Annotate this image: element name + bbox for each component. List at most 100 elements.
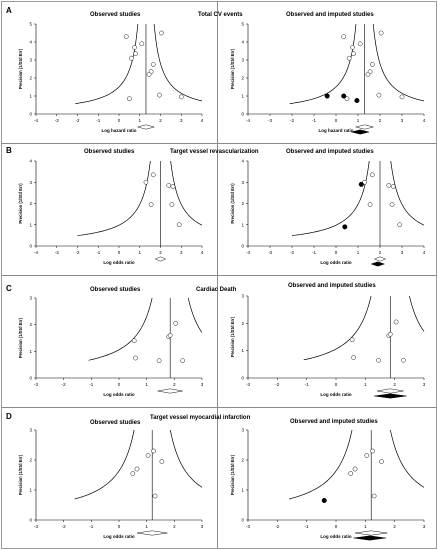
imputed-study-point bbox=[354, 97, 360, 104]
y-tick-label: 3 bbox=[29, 58, 32, 63]
x-tick-label: 2 bbox=[173, 524, 176, 529]
funnel-right-curve bbox=[409, 295, 425, 332]
observed-study-point bbox=[344, 96, 350, 102]
y-tick-label: 3 bbox=[241, 428, 244, 433]
x-tick-label: 3 bbox=[180, 118, 183, 123]
observed-study-point bbox=[159, 459, 165, 464]
section-divider bbox=[1, 275, 437, 276]
y-tick-label: 0 bbox=[29, 376, 32, 381]
observed-study-point bbox=[148, 202, 154, 207]
observed-study-point bbox=[341, 34, 347, 39]
panel-title-a-left: Observed studies bbox=[90, 12, 141, 18]
observed-study-point bbox=[156, 358, 162, 363]
x-tick-label: -2 bbox=[75, 118, 79, 123]
x-tick-label: -1 bbox=[89, 524, 93, 529]
x-tick-label: -2 bbox=[62, 524, 66, 529]
panel-title-d-right: Observed and imputed studies bbox=[290, 419, 378, 425]
observed-study-point bbox=[351, 51, 356, 57]
y-tick-label: 0 bbox=[29, 518, 32, 523]
panel-title-d-left: Observed studies bbox=[90, 420, 141, 426]
x-tick-label: -2 bbox=[62, 382, 66, 387]
x-tick-label: -3 bbox=[55, 118, 59, 123]
imputed-pooled-diamond bbox=[353, 535, 386, 541]
observed-study-point bbox=[364, 453, 370, 458]
section-letter-b: B bbox=[6, 146, 12, 155]
observed-study-point bbox=[401, 357, 406, 363]
observed-study-point bbox=[123, 34, 129, 39]
x-tick-label: -4 bbox=[246, 250, 250, 255]
x-tick-label: -3 bbox=[246, 382, 250, 387]
funnel-right-curve bbox=[169, 429, 203, 488]
y-tick-label: 2 bbox=[29, 201, 32, 206]
y-tick-label: 2 bbox=[29, 458, 32, 463]
x-tick-label: 2 bbox=[173, 382, 176, 387]
observed-study-point bbox=[176, 222, 182, 228]
observed-pooled-diamond bbox=[377, 388, 404, 394]
x-axis-label: Log odds ratio bbox=[103, 260, 134, 265]
y-tick-label: 2 bbox=[241, 201, 244, 206]
observed-study-point bbox=[371, 493, 377, 499]
y-tick-label: 2 bbox=[29, 76, 32, 81]
x-tick-label: 3 bbox=[201, 382, 204, 387]
observed-study-point bbox=[159, 30, 164, 36]
imputed-pooled-diamond bbox=[351, 129, 370, 135]
x-axis-label: Log hazard ratio bbox=[318, 128, 353, 133]
y-tick-label: 0 bbox=[241, 376, 244, 381]
x-tick-label: 2 bbox=[393, 382, 396, 387]
observed-pooled-diamond bbox=[154, 256, 167, 262]
y-tick-label: 1 bbox=[29, 222, 32, 227]
x-tick-label: 0 bbox=[118, 118, 121, 123]
x-tick-label: -3 bbox=[246, 524, 250, 529]
observed-pooled-diamond bbox=[136, 124, 156, 130]
x-tick-label: -3 bbox=[34, 382, 38, 387]
funnel-left-curve bbox=[288, 429, 353, 500]
observed-study-point bbox=[150, 62, 156, 67]
x-tick-label: -1 bbox=[96, 250, 100, 255]
observed-study-point bbox=[167, 333, 173, 338]
funnel-left-curve bbox=[75, 23, 139, 104]
y-tick-label: 4 bbox=[29, 159, 32, 164]
funnel-left-curve bbox=[291, 160, 370, 236]
panel-title-a-right: Observed and imputed studies bbox=[286, 12, 374, 18]
x-tick-label: 0 bbox=[335, 118, 338, 123]
x-tick-label: -1 bbox=[312, 118, 316, 123]
observed-pooled-diamond bbox=[136, 530, 168, 536]
x-tick-label: 4 bbox=[201, 118, 204, 123]
y-axis-label: Precision (1/Std Err) bbox=[230, 454, 235, 495]
y-tick-label: 1 bbox=[241, 94, 244, 99]
x-tick-label: -4 bbox=[34, 118, 38, 123]
x-tick-label: 4 bbox=[423, 118, 426, 123]
x-tick-label: -2 bbox=[275, 382, 279, 387]
observed-study-point bbox=[129, 55, 134, 61]
observed-study-point bbox=[173, 321, 179, 326]
x-axis-label: Log hazard ratio bbox=[101, 128, 136, 133]
funnel-left-curve bbox=[303, 295, 372, 361]
y-tick-label: 2 bbox=[241, 76, 244, 81]
observed-study-point bbox=[143, 179, 149, 185]
x-tick-label: -1 bbox=[305, 524, 309, 529]
observed-study-point bbox=[133, 51, 138, 57]
observed-study-point bbox=[146, 72, 152, 77]
observed-study-point bbox=[365, 72, 371, 77]
funnel-plot-c-observed: 0 1 2 3 -3 -2 -1 0 1 2 3 Log odds ratio Precision (1… bbox=[18, 296, 204, 398]
y-axis-label: Precision (1/Std Err) bbox=[18, 317, 23, 358]
funnel-plot-b-observed: 0 1 2 3 4 -4 -3 -2 -1 0 1 2 3 4 Log odds ratio Precisio… bbox=[18, 159, 204, 266]
x-tick-label: 1 bbox=[364, 382, 367, 387]
observed-study-point bbox=[152, 493, 158, 499]
y-tick-label: 4 bbox=[241, 159, 244, 164]
observed-study-point bbox=[133, 355, 138, 361]
observed-study-point bbox=[131, 338, 137, 343]
y-axis-label: Precision (1/Std Err) bbox=[18, 48, 23, 89]
section-title-a: Total CV events bbox=[198, 12, 243, 18]
x-tick-label: 1 bbox=[357, 250, 360, 255]
section-title-d: Target vessel myocardial infarction bbox=[150, 415, 251, 421]
x-tick-label: 4 bbox=[423, 250, 426, 255]
y-tick-label: 1 bbox=[241, 348, 244, 353]
y-tick-label: 3 bbox=[29, 296, 32, 301]
y-tick-label: 3 bbox=[29, 428, 32, 433]
x-axis-label: Log odds ratio bbox=[320, 392, 351, 397]
x-tick-label: -2 bbox=[275, 524, 279, 529]
observed-study-point bbox=[369, 62, 375, 67]
imputed-study-point bbox=[358, 181, 364, 187]
imputed-study-point bbox=[342, 224, 348, 230]
